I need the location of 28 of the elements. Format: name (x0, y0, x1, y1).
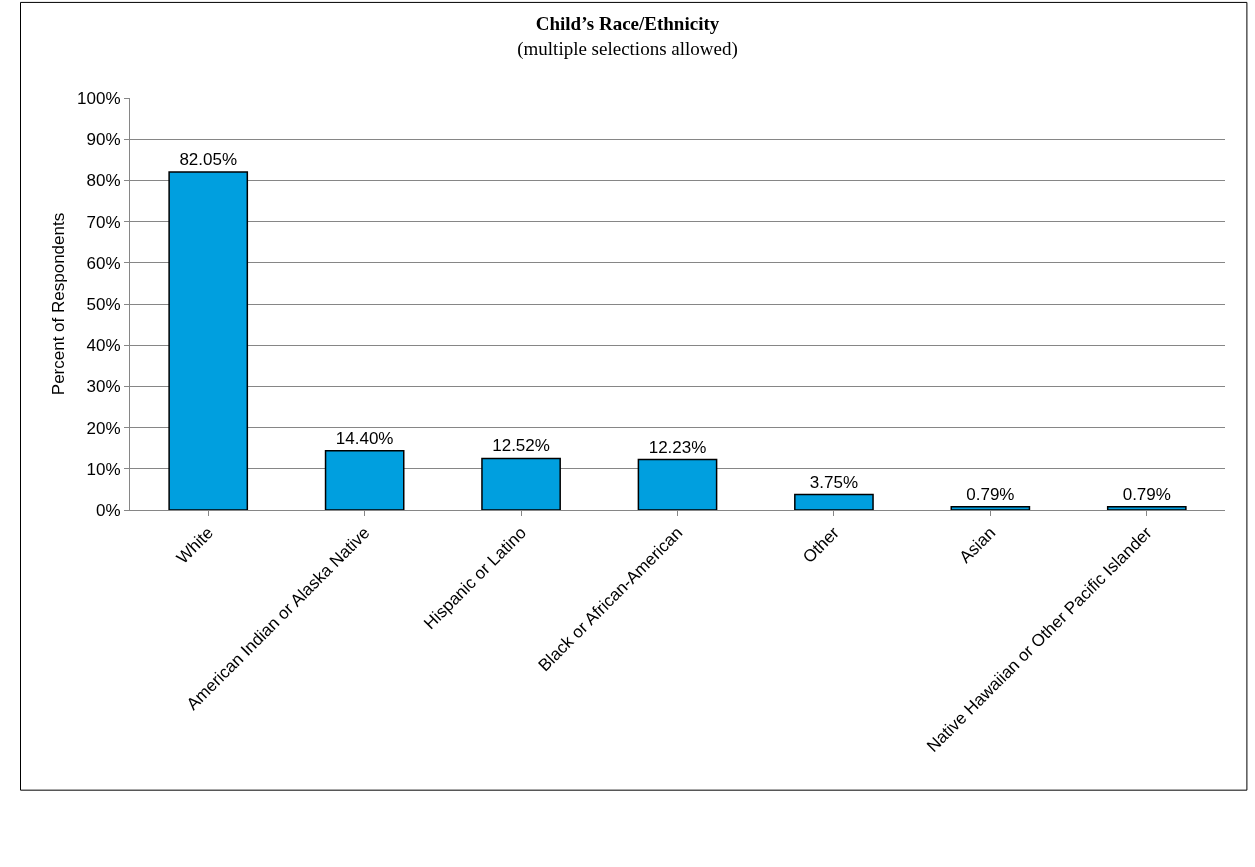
y-tick-label: 100% (77, 88, 121, 108)
bar (324, 449, 405, 510)
chart-subtitle: (multiple selections allowed) (517, 38, 738, 61)
y-tick-label: 60% (86, 253, 121, 273)
bar (1106, 506, 1187, 510)
bar (168, 171, 249, 510)
y-tick-label: 20% (86, 418, 121, 438)
data-label: 14.40% (335, 428, 394, 448)
bar (794, 493, 874, 510)
chart-title: Child’s Race/Ethnicity (535, 13, 720, 35)
data-label: 12.52% (492, 436, 550, 456)
y-tick-label: 80% (86, 171, 121, 191)
bar (637, 458, 718, 510)
y-tick-label: 70% (86, 212, 121, 232)
data-label: 0.79% (1122, 484, 1171, 504)
bar (950, 506, 1031, 510)
data-label: 82.05% (179, 149, 238, 169)
y-tick-label: 30% (86, 377, 121, 397)
y-tick-label: 40% (86, 336, 121, 356)
y-axis-title: Percent of Respondents (48, 212, 68, 396)
bar (481, 457, 561, 510)
data-label: 3.75% (809, 472, 859, 492)
data-label: 12.23% (648, 437, 707, 457)
y-tick-label: 0% (96, 500, 121, 520)
y-tick-label: 90% (86, 130, 121, 150)
data-label: 0.79% (966, 484, 1015, 504)
y-tick-label: 50% (86, 294, 121, 314)
y-tick-label: 10% (86, 459, 121, 479)
